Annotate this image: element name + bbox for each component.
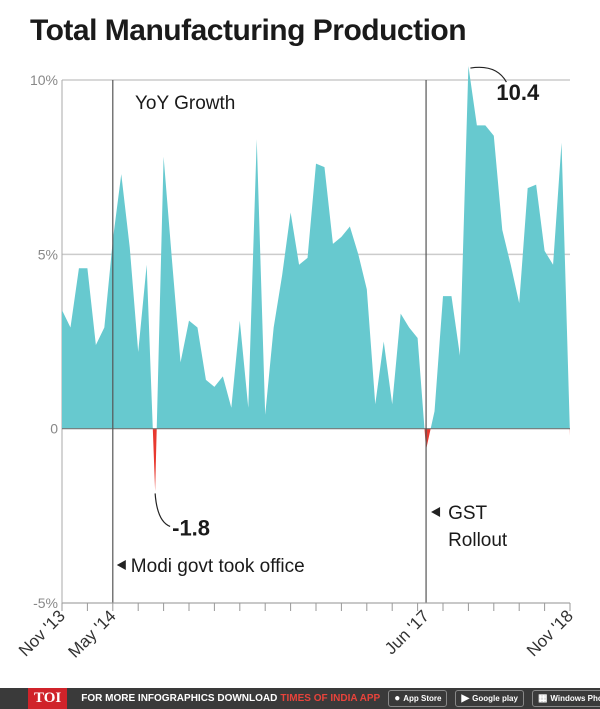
y-tick-label: 0: [50, 421, 58, 437]
gst-label-line1: GST: [448, 503, 487, 524]
x-tick-label: Nov '18: [523, 606, 577, 660]
windows-phone-badge[interactable]: ▦ Windows Phone: [531, 690, 600, 707]
modi-pointer-icon: [116, 560, 126, 570]
chart-title: Total Manufacturing Production: [30, 14, 467, 47]
y-tick-label: 5%: [38, 246, 58, 262]
gst-pointer-icon: [431, 507, 441, 517]
area-negative: [62, 428, 570, 492]
gst-label-line2: Rollout: [448, 530, 508, 551]
footer-text: FOR MORE INFOGRAPHICS DOWNLOAD: [81, 693, 278, 704]
max-label: 10.4: [496, 80, 540, 105]
footer-bar: TOI FOR MORE INFOGRAPHICS DOWNLOAD TIMES…: [0, 688, 600, 709]
area-positive: [62, 66, 570, 429]
x-tick-label: Nov '13: [15, 606, 69, 660]
play-icon: ▶: [461, 693, 470, 704]
min-label: -1.8: [172, 515, 210, 540]
footer-brand: TIMES OF INDIA APP: [280, 693, 381, 704]
x-tick-label: May '14: [64, 606, 119, 661]
modi-label: Modi govt took office: [131, 556, 305, 577]
google-play-badge[interactable]: ▶ Google play: [455, 690, 524, 707]
windows-icon: ▦: [537, 693, 548, 704]
toi-logo: TOI: [28, 688, 68, 709]
app-store-badge[interactable]: ● App Store: [388, 690, 448, 707]
y-tick-label: -5%: [33, 595, 58, 611]
max-leader-line: [470, 66, 507, 83]
y-tick-label: 10%: [30, 72, 58, 88]
min-leader-line: [154, 493, 171, 527]
chart-subtitle: YoY Growth: [135, 93, 235, 114]
x-tick-label: Jun '17: [381, 606, 433, 658]
apple-icon: ●: [394, 693, 401, 704]
